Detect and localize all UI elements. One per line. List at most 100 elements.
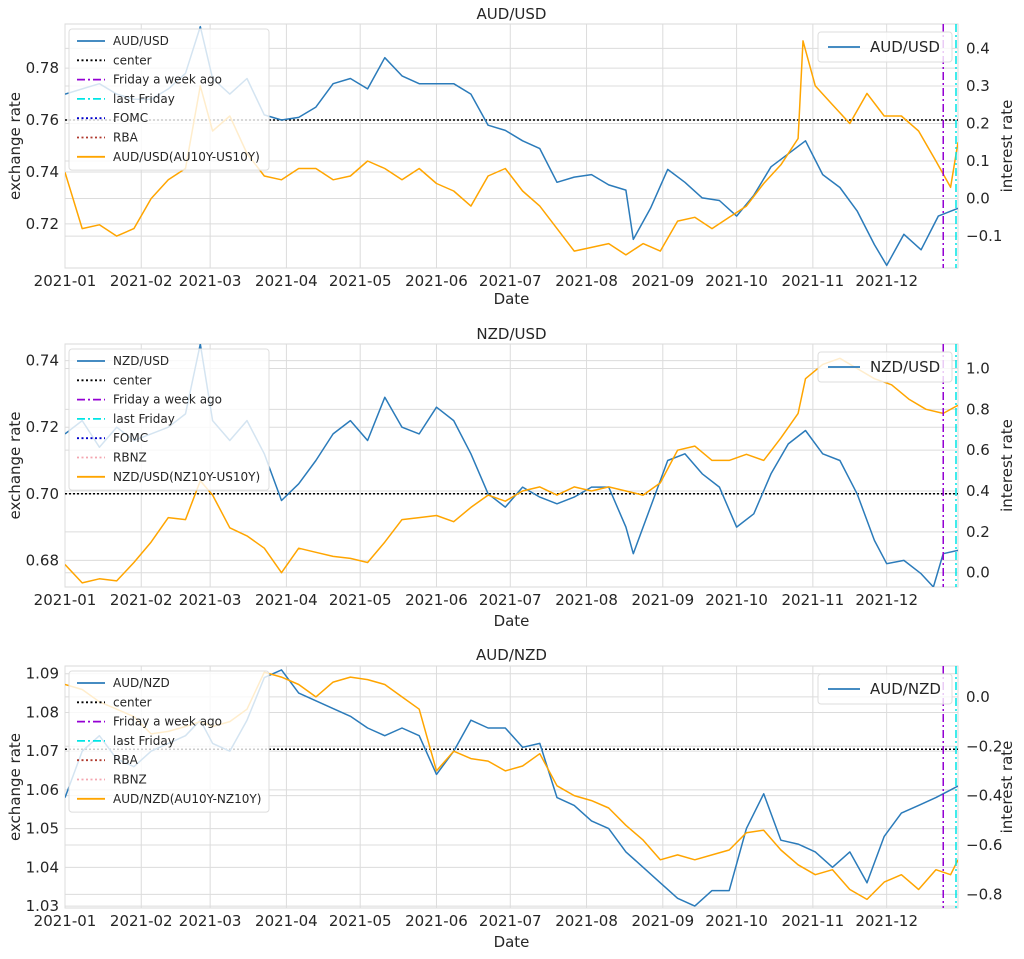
y2-tick-label: 0.2	[966, 523, 990, 541]
legend-left: NZD/USD center Friday a week ago last Frida…	[68, 348, 270, 491]
x-tick-label: 2021-03	[179, 912, 242, 930]
legend-label: NZD/USD	[870, 358, 940, 376]
y2-tick-label: −0.1	[966, 227, 1002, 245]
y-tick-label: 0.74	[26, 163, 59, 181]
x-tick-label: 2021-06	[405, 912, 468, 930]
legend-label: AUD/NZD	[870, 680, 941, 698]
y-tick-label: 1.04	[26, 858, 59, 876]
x-tick-label: 2021-07	[479, 272, 542, 290]
x-tick-label: 2021-12	[855, 912, 918, 930]
y2-tick-label: −0.2	[966, 737, 1002, 755]
legend-label: AUD/USD	[870, 38, 940, 56]
x-axis-label: Date	[494, 612, 530, 630]
x-tick-label: 2021-08	[555, 912, 618, 930]
legend-right: AUD/NZD	[817, 673, 953, 705]
y-tick-label: 0.78	[26, 59, 59, 77]
x-tick-label: 2021-07	[479, 591, 542, 609]
y2-tick-label: −0.6	[966, 836, 1002, 854]
y2-tick-label: 0.2	[966, 114, 990, 132]
legend-left: AUD/NZD center Friday a week ago last Frida…	[68, 670, 270, 813]
y2-tick-label: 0.0	[966, 190, 990, 208]
subplot-0: 2021-01 2021-02 2021-03 2021-04 2021-05 2021-…	[6, 5, 1016, 308]
x-tick-label: 2021-04	[255, 912, 318, 930]
y-tick-label: 0.76	[26, 111, 59, 129]
x-tick-label: 2021-01	[34, 591, 97, 609]
y2-tick-label: 0.0	[966, 564, 990, 582]
legend-label: Friday a week ago	[113, 73, 222, 87]
y-tick-label: 0.72	[26, 418, 59, 436]
x-tick-label: 2021-10	[705, 912, 768, 930]
x-tick-label: 2021-06	[405, 591, 468, 609]
y-axis-label: exchange rate	[6, 733, 24, 841]
legend-label: center	[113, 53, 152, 67]
x-tick-label: 2021-11	[782, 591, 845, 609]
y-tick-label: 0.74	[26, 352, 59, 370]
y2-tick-label: 0.4	[966, 482, 990, 500]
y-tick-label: 1.07	[26, 742, 59, 760]
y-tick-label: 0.68	[26, 551, 59, 569]
chart-title: AUD/USD	[477, 5, 547, 23]
y2-axis-label: interest rate	[998, 419, 1016, 512]
x-tick-label: 2021-09	[631, 912, 694, 930]
x-tick-label: 2021-10	[705, 591, 768, 609]
y2-tick-label: 0.4	[966, 39, 990, 57]
x-tick-label: 2021-02	[110, 591, 173, 609]
legend-label: RBNZ	[113, 451, 147, 465]
legend-label: FOMC	[113, 431, 148, 445]
x-tick-label: 2021-08	[555, 591, 618, 609]
legend-box	[68, 348, 270, 491]
y2-tick-label: −0.4	[966, 787, 1002, 805]
y-tick-label: 1.05	[26, 820, 59, 838]
series-line-nzd-usd-nz10y-us10y-	[65, 357, 958, 584]
legend-right: NZD/USD	[817, 351, 953, 383]
x-tick-label: 2021-05	[329, 272, 392, 290]
subplot-2: 2021-01 2021-02 2021-03 2021-04 2021-05 2021-…	[6, 646, 1016, 951]
x-tick-label: 2021-01	[34, 912, 97, 930]
legend-label: Friday a week ago	[113, 393, 222, 407]
y2-tick-label: 0.0	[966, 688, 990, 706]
y-tick-label: 1.08	[26, 703, 59, 721]
x-axis-label: Date	[494, 933, 530, 951]
x-tick-label: 2021-10	[705, 272, 768, 290]
chart-title: AUD/NZD	[476, 646, 547, 664]
x-tick-label: 2021-12	[855, 272, 918, 290]
x-tick-label: 2021-06	[405, 272, 468, 290]
y-axis-label: exchange rate	[6, 411, 24, 519]
x-tick-label: 2021-02	[110, 272, 173, 290]
y-tick-label: 1.06	[26, 781, 59, 799]
x-tick-label: 2021-09	[631, 591, 694, 609]
legend-box	[817, 31, 953, 63]
legend-right: AUD/USD	[817, 31, 953, 63]
x-tick-label: 2021-02	[110, 912, 173, 930]
x-tick-label: 2021-05	[329, 912, 392, 930]
x-tick-label: 2021-09	[631, 272, 694, 290]
legend-label: last Friday	[113, 412, 175, 426]
y2-tick-label: 1.0	[966, 360, 990, 378]
legend-box	[817, 673, 953, 705]
x-tick-label: 2021-05	[329, 591, 392, 609]
y-axis-label: exchange rate	[6, 92, 24, 200]
x-tick-label: 2021-04	[255, 591, 318, 609]
legend-box	[68, 28, 270, 171]
legend-label: center	[113, 373, 152, 387]
legend-label: AUD/USD(AU10Y-US10Y)	[113, 150, 260, 164]
x-tick-label: 2021-11	[782, 912, 845, 930]
legend-label: FOMC	[113, 111, 148, 125]
x-tick-label: 2021-04	[255, 272, 318, 290]
y2-axis-label: interest rate	[998, 741, 1016, 834]
y-tick-label: 1.03	[26, 897, 59, 915]
x-tick-label: 2021-11	[782, 272, 845, 290]
legend-label: RBA	[113, 131, 139, 145]
y2-tick-label: −0.8	[966, 885, 1002, 903]
legend-label: RBA	[113, 753, 139, 767]
legend-label: AUD/NZD	[113, 676, 170, 690]
y-tick-label: 0.70	[26, 485, 59, 503]
y2-tick-label: 0.3	[966, 77, 990, 95]
y2-tick-label: 0.6	[966, 441, 990, 459]
legend-label: last Friday	[113, 92, 175, 106]
x-tick-label: 2021-03	[179, 591, 242, 609]
legend-left: AUD/USD center Friday a week ago last Frida…	[68, 28, 270, 171]
legend-label: center	[113, 695, 152, 709]
legend-label: NZD/USD	[113, 354, 169, 368]
x-tick-label: 2021-12	[855, 591, 918, 609]
